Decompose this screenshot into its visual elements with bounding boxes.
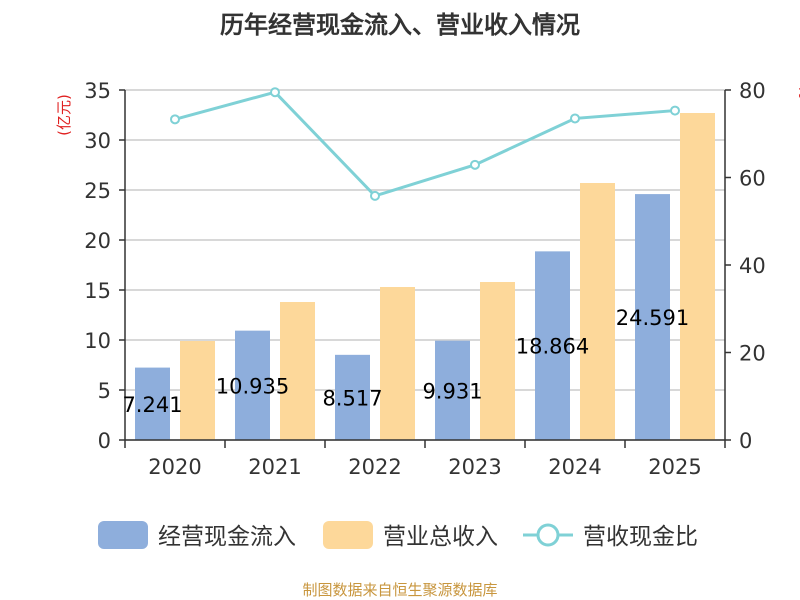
bar-cash-inflow <box>535 251 570 440</box>
legend-marker <box>536 523 560 547</box>
y-left-tick-label: 30 <box>84 129 111 153</box>
legend-swatch <box>323 521 373 549</box>
bar-value-label: 10.935 <box>216 374 289 398</box>
bar-cash-inflow <box>235 330 270 440</box>
line-point <box>470 159 480 170</box>
bar-revenue <box>480 282 515 440</box>
y-axis-right-label: % <box>795 85 800 99</box>
bar-value-label: 24.591 <box>616 306 689 330</box>
gridlines <box>125 89 725 441</box>
y-axis-left-label: (亿元) <box>55 94 73 136</box>
y-left-tick-label: 35 <box>84 79 111 103</box>
x-tick-label: 2020 <box>148 455 201 479</box>
y-right-tick-label: 60 <box>739 167 766 191</box>
x-tick-label: 2021 <box>248 455 301 479</box>
bar-revenue <box>680 113 715 440</box>
bar-value-label: 18.864 <box>516 335 589 359</box>
line-point <box>170 114 180 125</box>
chart-title: 历年经营现金流入、营业收入情况 <box>220 11 580 39</box>
bar-cash-inflow <box>635 194 670 440</box>
line-cash-revenue-ratio <box>174 90 676 198</box>
y-right-tick-label: 20 <box>739 342 766 366</box>
legend-swatch <box>98 521 148 549</box>
bar-revenue <box>380 287 415 440</box>
bar-revenue <box>180 341 215 440</box>
x-tick-label: 2025 <box>648 455 701 479</box>
bars <box>135 113 715 440</box>
y-left-tick-label: 0 <box>98 429 111 453</box>
line-point <box>670 105 680 116</box>
bar-revenue <box>280 302 315 440</box>
bar-cash-inflow <box>135 367 170 440</box>
line-series <box>170 87 680 201</box>
bar-value-label: 9.931 <box>422 379 482 403</box>
x-tick-label: 2024 <box>548 455 601 479</box>
y-left-tick-label: 5 <box>98 379 111 403</box>
legend: 经营现金流入 营业总收入 营收现金比 <box>98 521 698 550</box>
line-point <box>570 113 580 124</box>
bar-cash-inflow <box>335 354 370 440</box>
bar-value-label: 8.517 <box>322 386 382 410</box>
legend-label: 营业总收入 <box>383 524 498 550</box>
y-left-tick-label: 10 <box>84 329 111 353</box>
data-labels: 7.241 10.935 8.517 9.931 18.864 24.591 <box>122 306 689 417</box>
y-left-tick-label: 15 <box>84 279 111 303</box>
y-left-tick-label: 20 <box>84 229 111 253</box>
y-right-tick-label: 80 <box>739 79 766 103</box>
y-right-tick-label: 0 <box>739 429 752 453</box>
bar-value-label: 7.241 <box>122 393 182 417</box>
y-right-tick-label: 40 <box>739 254 766 278</box>
x-tick-label: 2023 <box>448 455 501 479</box>
source-note: 制图数据来自恒生聚源数据库 <box>302 581 497 599</box>
x-tick-label: 2022 <box>348 455 401 479</box>
bar-cash-inflow <box>435 340 470 440</box>
bar-revenue <box>580 183 615 440</box>
legend-label: 经营现金流入 <box>158 524 296 550</box>
line-point <box>270 87 280 98</box>
line-point <box>370 190 380 201</box>
legend-label: 营收现金比 <box>583 524 698 550</box>
y-left-tick-label: 25 <box>84 179 111 203</box>
